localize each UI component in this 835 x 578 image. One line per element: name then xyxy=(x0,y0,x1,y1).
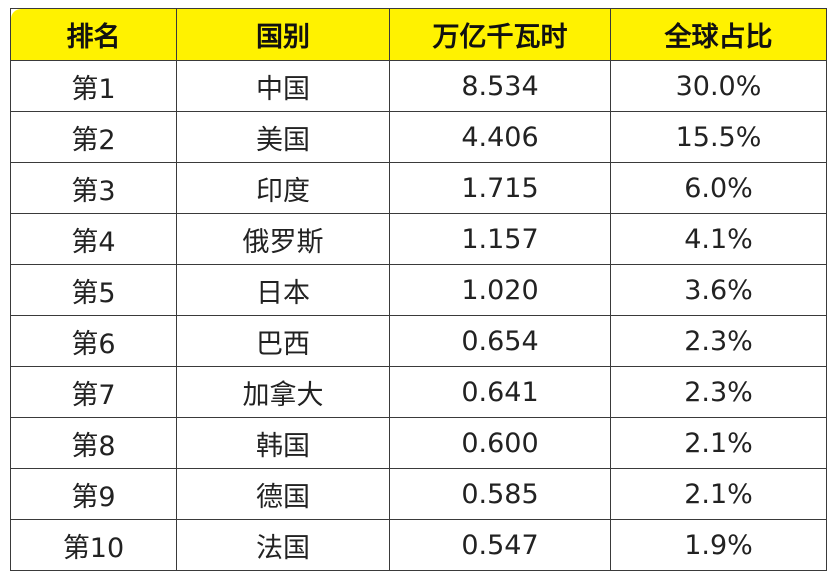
country-cell: 法国 xyxy=(176,519,390,571)
table-row: 第3 印度 1.715 6.0% xyxy=(10,162,827,214)
share-cell: 3.6% xyxy=(610,264,827,316)
country-cell: 德国 xyxy=(176,468,390,520)
rank-cell: 第2 xyxy=(10,111,177,163)
kwh-cell: 1.715 xyxy=(389,162,611,214)
kwh-cell: 0.654 xyxy=(389,315,611,367)
table-row: 第7 加拿大 0.641 2.3% xyxy=(10,366,827,418)
country-cell: 日本 xyxy=(176,264,390,316)
rank-cell: 第4 xyxy=(10,213,177,265)
kwh-cell: 8.534 xyxy=(389,60,611,112)
header-country: 国别 xyxy=(176,8,390,61)
rank-cell: 第9 xyxy=(10,468,177,520)
rank-cell: 第6 xyxy=(10,315,177,367)
header-kwh: 万亿千瓦时 xyxy=(389,8,611,61)
share-cell: 30.0% xyxy=(610,60,827,112)
table-row: 第10 法国 0.547 1.9% xyxy=(10,519,827,571)
rank-cell: 第7 xyxy=(10,366,177,418)
kwh-cell: 0.585 xyxy=(389,468,611,520)
kwh-cell: 0.600 xyxy=(389,417,611,469)
rank-cell: 第8 xyxy=(10,417,177,469)
country-cell: 俄罗斯 xyxy=(176,213,390,265)
table-row: 第4 俄罗斯 1.157 4.1% xyxy=(10,213,827,265)
rank-cell: 第3 xyxy=(10,162,177,214)
share-cell: 2.1% xyxy=(610,417,827,469)
country-cell: 美国 xyxy=(176,111,390,163)
kwh-cell: 0.547 xyxy=(389,519,611,571)
table-row: 第8 韩国 0.600 2.1% xyxy=(10,417,827,469)
share-cell: 1.9% xyxy=(610,519,827,571)
kwh-cell: 1.157 xyxy=(389,213,611,265)
country-cell: 巴西 xyxy=(176,315,390,367)
share-cell: 15.5% xyxy=(610,111,827,163)
table-row: 第5 日本 1.020 3.6% xyxy=(10,264,827,316)
country-cell: 印度 xyxy=(176,162,390,214)
table-body: 第1 中国 8.534 30.0% 第2 美国 4.406 15.5% 第3 印度 1.715 6.0… xyxy=(10,60,827,571)
table-row: 第9 德国 0.585 2.1% xyxy=(10,468,827,520)
kwh-cell: 1.020 xyxy=(389,264,611,316)
country-cell: 中国 xyxy=(176,60,390,112)
rank-cell: 第10 xyxy=(10,519,177,571)
table-row: 第1 中国 8.534 30.0% xyxy=(10,60,827,112)
share-cell: 4.1% xyxy=(610,213,827,265)
kwh-cell: 4.406 xyxy=(389,111,611,163)
table-row: 第6 巴西 0.654 2.3% xyxy=(10,315,827,367)
share-cell: 6.0% xyxy=(610,162,827,214)
ranking-table: 排名 国别 万亿千瓦时 全球占比 第1 中国 8.534 30.0% 第2 美国 4.406… xyxy=(10,8,827,571)
table-row: 第2 美国 4.406 15.5% xyxy=(10,111,827,163)
country-cell: 加拿大 xyxy=(176,366,390,418)
header-row: 排名 国别 万亿千瓦时 全球占比 xyxy=(10,8,827,61)
kwh-cell: 0.641 xyxy=(389,366,611,418)
share-cell: 2.3% xyxy=(610,315,827,367)
header-share: 全球占比 xyxy=(610,8,827,61)
share-cell: 2.1% xyxy=(610,468,827,520)
share-cell: 2.3% xyxy=(610,366,827,418)
rank-cell: 第5 xyxy=(10,264,177,316)
country-cell: 韩国 xyxy=(176,417,390,469)
rank-cell: 第1 xyxy=(10,60,177,112)
header-rank: 排名 xyxy=(10,8,177,61)
